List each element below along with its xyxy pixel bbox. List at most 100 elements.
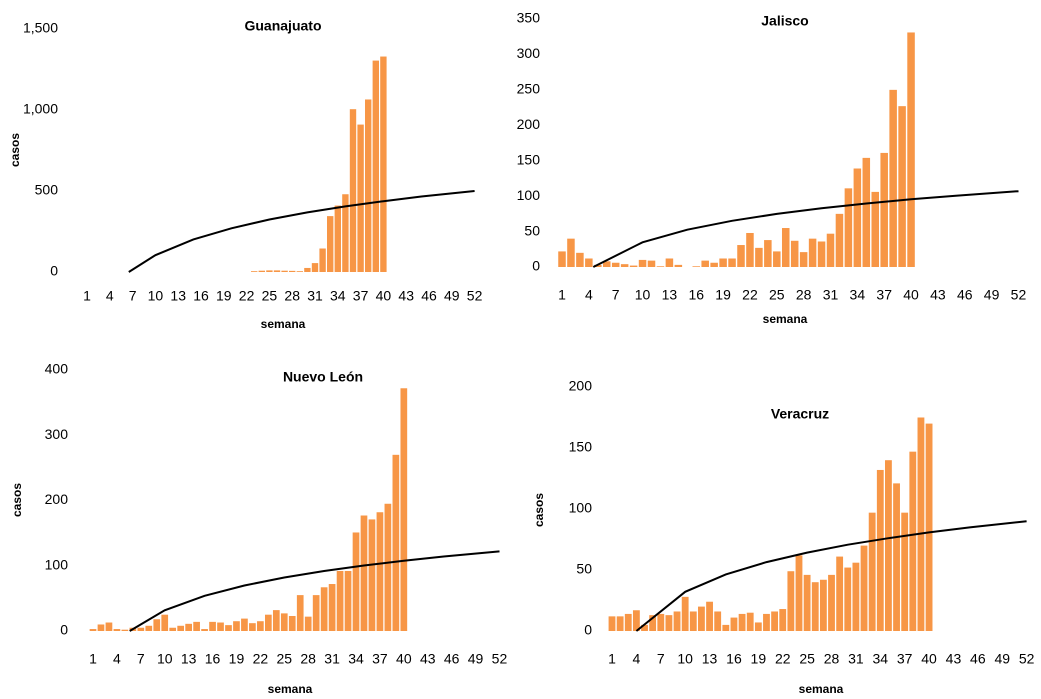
- bar: [852, 562, 860, 631]
- bar: [352, 532, 360, 631]
- bar: [808, 238, 817, 267]
- bar: [649, 615, 657, 631]
- x-tick-label: 4: [632, 651, 640, 667]
- bar: [719, 258, 727, 267]
- y-tick-label: 0: [50, 263, 58, 279]
- trend-line: [592, 190, 1019, 268]
- x-tick-label: 22: [742, 287, 758, 303]
- bar: [233, 621, 240, 631]
- bar: [272, 610, 280, 631]
- x-tick-label: 49: [984, 287, 1000, 303]
- bar: [907, 32, 915, 267]
- bar: [811, 582, 819, 631]
- x-tick-label: 10: [148, 288, 164, 304]
- x-tick-label: 40: [903, 287, 919, 303]
- bar: [624, 613, 632, 631]
- bar: [885, 460, 892, 631]
- y-tick-label: 400: [45, 361, 69, 377]
- x-tick-label: 16: [688, 287, 704, 303]
- bar: [706, 601, 713, 631]
- y-tick-label: 200: [45, 491, 69, 507]
- y-tick-label: 1,000: [23, 101, 58, 117]
- x-tick-label: 34: [348, 651, 364, 667]
- bar: [673, 611, 681, 631]
- bar: [901, 512, 909, 631]
- bar: [746, 232, 754, 267]
- x-tick-label: 46: [970, 651, 986, 667]
- x-tick-label: 28: [796, 287, 812, 303]
- bar: [241, 618, 248, 631]
- bar: [357, 124, 364, 272]
- x-tick-label: 31: [823, 287, 839, 303]
- bar: [153, 619, 161, 631]
- bar: [828, 574, 835, 631]
- x-tick-label: 28: [824, 651, 840, 667]
- x-tick-label: 13: [702, 651, 718, 667]
- bar: [89, 629, 97, 631]
- x-tick-label: 10: [635, 287, 651, 303]
- bar: [376, 512, 384, 631]
- bar: [826, 233, 835, 267]
- bar: [137, 627, 145, 631]
- x-tick-label: 31: [324, 651, 340, 667]
- bar: [898, 106, 906, 267]
- bar: [594, 264, 602, 267]
- x-tick-label: 28: [284, 288, 300, 304]
- bar: [288, 615, 296, 631]
- x-tick-label: 22: [253, 651, 269, 667]
- bar: [799, 252, 808, 267]
- bar: [835, 213, 844, 267]
- bar: [304, 616, 312, 631]
- y-tick-label: 250: [517, 81, 541, 97]
- bar: [576, 252, 584, 267]
- x-tick-label: 1: [89, 651, 97, 667]
- bar: [616, 616, 624, 631]
- y-tick-label: 300: [45, 426, 69, 442]
- bar: [161, 614, 169, 631]
- bar: [608, 616, 616, 631]
- bar: [400, 388, 408, 631]
- x-tick-label: 34: [850, 287, 866, 303]
- bar: [853, 168, 862, 267]
- x-tick-label: 49: [994, 651, 1010, 667]
- x-tick-label: 19: [751, 651, 767, 667]
- x-tick-label: 4: [106, 288, 114, 304]
- bar: [266, 270, 273, 272]
- chart-title: Guanajuato: [244, 18, 321, 34]
- x-tick-label: 7: [657, 651, 665, 667]
- bar: [145, 625, 153, 631]
- bar: [273, 270, 281, 272]
- bar: [771, 611, 779, 631]
- bar: [209, 621, 216, 631]
- x-tick-label: 4: [113, 651, 121, 667]
- bar: [380, 56, 387, 272]
- bar: [251, 271, 258, 272]
- bar: [620, 264, 629, 267]
- bar: [871, 191, 880, 267]
- bar: [201, 629, 208, 631]
- bar: [665, 258, 674, 267]
- bar: [185, 623, 192, 631]
- x-tick-label: 37: [876, 287, 892, 303]
- bar: [169, 627, 177, 631]
- bar: [632, 610, 640, 631]
- chart-title: Nuevo León: [283, 369, 363, 385]
- bar: [722, 624, 730, 631]
- bar: [755, 247, 763, 267]
- bar: [177, 625, 185, 631]
- bar: [819, 579, 827, 631]
- bar: [893, 483, 900, 631]
- x-tick-label: 25: [769, 287, 785, 303]
- bar: [296, 271, 303, 272]
- bar: [844, 567, 852, 631]
- bar: [281, 270, 288, 272]
- bar: [860, 545, 868, 631]
- bar: [264, 614, 272, 631]
- x-axis-label: semana: [763, 312, 808, 326]
- bar: [862, 157, 871, 267]
- y-tick-label: 0: [60, 622, 68, 638]
- bar: [558, 251, 566, 267]
- x-tick-label: 49: [444, 288, 460, 304]
- bar: [836, 556, 844, 631]
